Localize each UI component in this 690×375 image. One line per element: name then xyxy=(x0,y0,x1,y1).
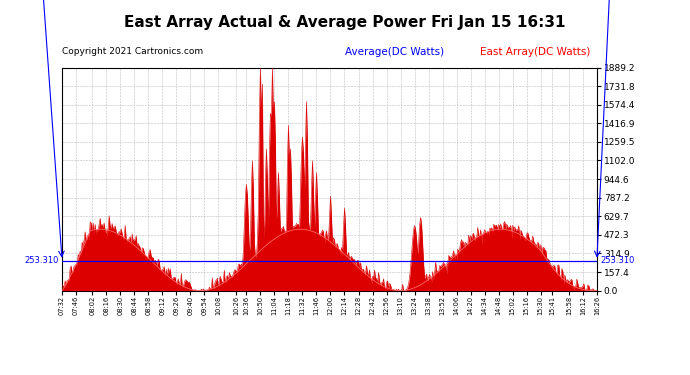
Text: Copyright 2021 Cartronics.com: Copyright 2021 Cartronics.com xyxy=(62,47,204,56)
Text: 253.310: 253.310 xyxy=(600,256,635,265)
Text: 253.310: 253.310 xyxy=(24,256,59,265)
Text: East Array(DC Watts): East Array(DC Watts) xyxy=(480,47,590,57)
Text: East Array Actual & Average Power Fri Jan 15 16:31: East Array Actual & Average Power Fri Ja… xyxy=(124,15,566,30)
Text: Average(DC Watts): Average(DC Watts) xyxy=(345,47,444,57)
